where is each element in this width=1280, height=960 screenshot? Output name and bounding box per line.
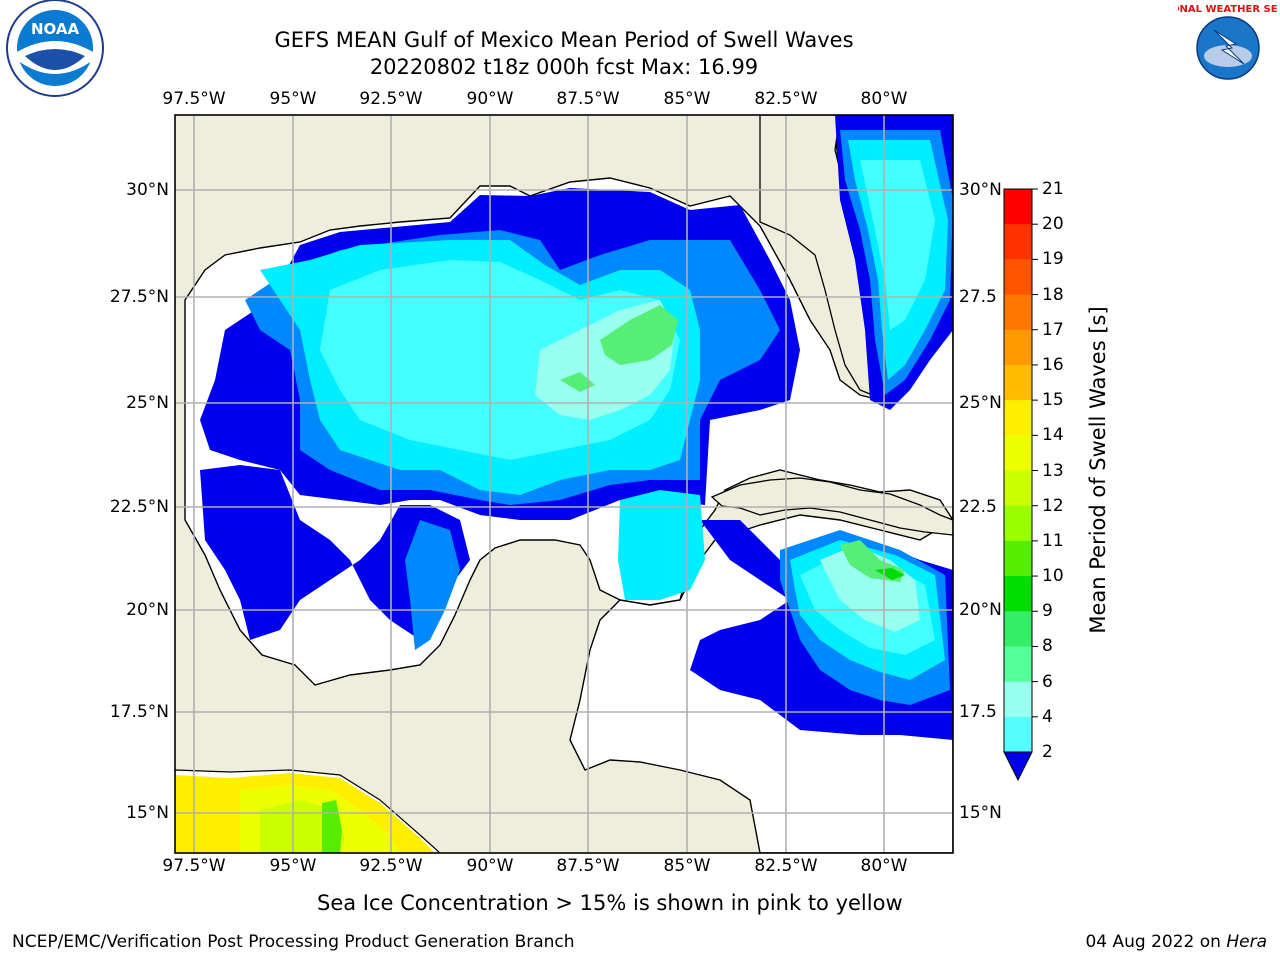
colorbar-label: 2 xyxy=(1042,742,1053,762)
colorbar-label: 12 xyxy=(1042,495,1064,516)
footer-date-text: 04 Aug 2022 on xyxy=(1085,932,1227,952)
footer-credit: NCEP/EMC/Verification Post Processing Pr… xyxy=(12,932,575,952)
lon-tick-bottom: 95°W xyxy=(269,856,317,876)
colorbar-segment xyxy=(1004,364,1032,401)
lon-tick-bottom: 92.5°W xyxy=(359,856,423,876)
colorbar-segment xyxy=(1004,470,1032,507)
swell-lt2-sw xyxy=(200,465,470,640)
swell-6-8-east xyxy=(860,160,935,330)
colorbar-label: 17 xyxy=(1042,319,1064,340)
lat-tick-left: 17.5°N xyxy=(109,702,169,722)
lat-tick-right: 20°N xyxy=(959,600,1002,620)
map-plot-area xyxy=(175,115,953,853)
lon-tick-top: 87.5°W xyxy=(556,89,620,109)
nws-logo: NATIONAL WEATHER SERVICE xyxy=(1178,1,1278,95)
lat-tick-right: 27.5 xyxy=(959,287,997,307)
colorbar-label: 13 xyxy=(1042,460,1064,481)
colorbar-segment xyxy=(1004,576,1032,612)
lon-tick-top: 97.5°W xyxy=(162,89,226,109)
lat-tick-right: 15°N xyxy=(959,803,1002,823)
colorbar-label: 11 xyxy=(1042,530,1064,551)
swell-9-10-b xyxy=(560,372,595,392)
colorbar-segment xyxy=(1004,329,1032,366)
colorbar-segment xyxy=(1004,505,1032,542)
lat-tick-right: 25°N xyxy=(959,393,1002,413)
colorbar-segment xyxy=(1004,540,1032,577)
lon-tick-top: 95°W xyxy=(269,89,317,109)
noaa-logo: NOAA xyxy=(6,0,104,97)
colorbar-label: 21 xyxy=(1042,179,1064,199)
lon-tick-bottom: 90°W xyxy=(466,856,514,876)
lon-tick-bottom: 82.5°W xyxy=(754,856,818,876)
lon-tick-bottom: 97.5°W xyxy=(162,856,226,876)
lat-tick-left: 30°N xyxy=(126,180,169,200)
lat-tick-left: 20°N xyxy=(126,600,169,620)
colorbar-label: 19 xyxy=(1042,249,1064,270)
lon-tick-top: 92.5°W xyxy=(359,89,423,109)
colorbar-title: Mean Period of Swell Waves [s] xyxy=(1086,306,1110,634)
colorbar-label: 16 xyxy=(1042,354,1064,375)
lon-tick-top: 90°W xyxy=(466,89,514,109)
colorbar-frame xyxy=(1003,188,1033,753)
swell-4-6-gap xyxy=(618,490,705,600)
colorbar-segment xyxy=(1004,716,1032,753)
colorbar-segment xyxy=(1004,259,1032,296)
lon-tick-top: 82.5°W xyxy=(754,89,818,109)
colorbar-label: 10 xyxy=(1042,566,1064,587)
footer-machine: Hera xyxy=(1226,932,1267,952)
colorbar-label: 6 xyxy=(1042,671,1053,692)
chart-subtitle: 20220802 t18z 000h fcst Max: 16.99 xyxy=(369,55,759,79)
colorbar-segment xyxy=(1004,435,1032,471)
lon-tick-bottom: 80°W xyxy=(860,856,908,876)
sea-ice-note: Sea Ice Concentration > 15% is shown in … xyxy=(317,891,903,915)
swell-2-4-sw xyxy=(405,520,460,650)
colorbar-segment xyxy=(1004,294,1032,331)
colorbar-segment xyxy=(1004,400,1032,436)
colorbar-label: 18 xyxy=(1042,284,1064,305)
colorbar-label: 8 xyxy=(1042,636,1053,657)
colorbar-segment xyxy=(1004,681,1032,718)
colorbar-label: 14 xyxy=(1042,425,1064,446)
lat-tick-left: 27.5°N xyxy=(109,287,169,307)
lon-tick-bottom: 87.5°W xyxy=(556,856,620,876)
lon-tick-top: 85°W xyxy=(663,89,711,109)
colorbar-extend-arrow xyxy=(1003,751,1033,782)
lat-tick-right: 17.5 xyxy=(959,702,997,722)
swell-10-11-car xyxy=(875,568,905,580)
grid-lines xyxy=(175,115,953,853)
map-frame xyxy=(174,114,954,854)
nws-logo-text: NATIONAL WEATHER SERVICE xyxy=(1178,4,1278,15)
lat-tick-left: 25°N xyxy=(126,393,169,413)
swell-9-10 xyxy=(600,305,678,365)
footer-date: 04 Aug 2022 on Hera xyxy=(1085,932,1267,952)
chart-title: GEFS MEAN Gulf of Mexico Mean Period of … xyxy=(274,28,854,52)
colorbar-segment xyxy=(1004,224,1032,260)
lat-tick-right: 22.5 xyxy=(959,497,997,517)
colorbar-label: 20 xyxy=(1042,214,1064,235)
colorbar xyxy=(1004,188,1038,753)
colorbar-segment xyxy=(1004,646,1032,683)
colorbar-label: 4 xyxy=(1042,706,1053,727)
lon-tick-bottom: 85°W xyxy=(663,856,711,876)
colorbar-segment xyxy=(1004,611,1032,647)
lat-tick-right: 30°N xyxy=(959,180,1002,200)
lon-tick-top: 80°W xyxy=(860,89,908,109)
lat-tick-left: 22.5°N xyxy=(109,497,169,517)
colorbar-label: 15 xyxy=(1042,390,1064,411)
noaa-logo-text: NOAA xyxy=(31,20,80,38)
lat-tick-left: 15°N xyxy=(126,803,169,823)
colorbar-segment xyxy=(1004,189,1032,225)
colorbar-label: 9 xyxy=(1042,601,1053,622)
